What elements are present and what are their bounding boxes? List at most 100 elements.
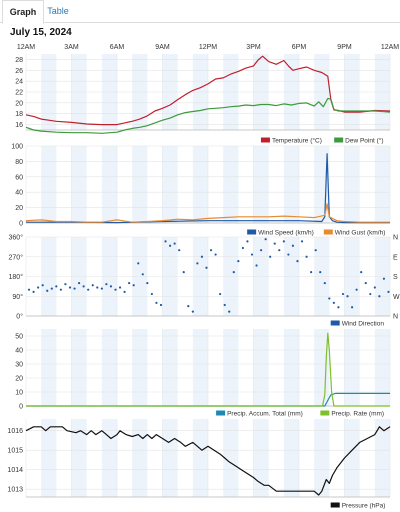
hour-band xyxy=(344,419,360,497)
y-tick-label: 0 xyxy=(19,221,23,228)
hour-band xyxy=(41,329,57,406)
hour-band xyxy=(374,329,390,406)
wind-direction-point xyxy=(237,260,240,263)
wind-direction-point xyxy=(173,242,176,245)
wind-direction-point xyxy=(155,301,158,304)
wind-direction-point xyxy=(337,306,340,309)
y-tick-label: 0 xyxy=(19,404,23,411)
chart-panel-2: 0 20 40 60 80 100 Wind Gust (km/h) Wind Speed (… xyxy=(11,144,391,237)
hour-band xyxy=(101,329,117,406)
hour-band xyxy=(132,146,148,223)
wind-direction-point xyxy=(205,266,208,269)
wind-direction-point xyxy=(141,273,144,276)
wind-direction-point xyxy=(241,246,244,250)
wind-direction-point xyxy=(96,286,99,289)
wind-direction-point xyxy=(200,255,204,258)
wind-direction-point xyxy=(55,285,58,288)
time-label: 12AM xyxy=(17,44,35,51)
wind-direction-point xyxy=(68,286,72,289)
wind-direction-point xyxy=(178,249,181,252)
hour-band xyxy=(253,146,269,223)
y-tick-label: 80 xyxy=(15,159,23,166)
hour-band xyxy=(223,146,239,223)
time-label: 3PM xyxy=(246,44,261,51)
y-tick-label: 16 xyxy=(15,122,23,129)
wind-direction-point xyxy=(59,288,62,291)
y-tick-label: 40 xyxy=(15,348,23,355)
wind-direction-point xyxy=(105,283,108,286)
wind-direction-point xyxy=(264,238,267,241)
y-tick-label: 20 xyxy=(15,100,23,107)
compass-label: E xyxy=(393,254,398,261)
wind-direction-point xyxy=(118,286,122,289)
tab-graph[interactable]: Graph xyxy=(2,0,44,24)
legend-label: Precip. Rate (mm) xyxy=(331,411,384,418)
hour-band xyxy=(162,329,178,406)
legend-label: Wind Direction xyxy=(342,321,385,328)
chart-panel-1: 16 18 20 22 24 26 28 Dew Point (°) Temperature (… xyxy=(15,54,391,145)
wind-direction-point xyxy=(150,292,153,296)
wind-direction-point xyxy=(146,281,149,285)
wind-direction-point xyxy=(87,288,90,291)
hour-band xyxy=(192,419,208,497)
wind-direction-point xyxy=(259,249,263,252)
y-tick-label: 20 xyxy=(15,376,23,383)
tab-table[interactable]: Table xyxy=(47,6,69,16)
series-line xyxy=(26,332,390,407)
wind-direction-point xyxy=(168,244,172,247)
time-label: 9AM xyxy=(155,44,170,51)
y-tick-label: 1016 xyxy=(7,428,23,435)
compass-label: S xyxy=(393,274,398,281)
wind-direction-point xyxy=(300,240,304,243)
legend-label: Temperature (°C) xyxy=(272,137,322,145)
time-label: 6AM xyxy=(110,44,125,51)
legend-label: Wind Gust (km/h) xyxy=(335,230,386,237)
time-label: 12PM xyxy=(199,44,217,51)
wind-direction-point xyxy=(123,290,126,293)
wind-direction-point xyxy=(27,288,31,291)
hour-band xyxy=(71,146,87,223)
compass-label: W xyxy=(393,294,400,301)
hour-band xyxy=(344,329,360,406)
compass-label: N xyxy=(393,314,398,321)
wind-direction-point xyxy=(373,286,376,289)
wind-direction-point xyxy=(128,281,131,285)
hour-band xyxy=(41,419,57,497)
series-line xyxy=(25,97,391,134)
series-line xyxy=(25,55,391,126)
hour-band xyxy=(132,329,148,406)
wind-direction-point xyxy=(341,292,345,296)
wind-direction-point xyxy=(91,284,94,287)
hour-band xyxy=(283,419,299,497)
chart-panel-4: 0 10 20 30 40 50 Precip. Rate (mm) Precip. Accu… xyxy=(15,329,391,418)
wind-direction-point xyxy=(114,288,117,291)
legend-swatch xyxy=(260,137,270,143)
wind-direction-point xyxy=(328,297,331,300)
y-tick-label: 30 xyxy=(15,362,23,369)
legend-swatch xyxy=(330,320,340,326)
hour-band xyxy=(192,329,208,406)
wind-direction-point xyxy=(382,277,386,280)
y-tick-label: 10 xyxy=(15,390,23,397)
wind-direction-point xyxy=(332,301,335,304)
time-label: 6PM xyxy=(292,44,307,51)
legend-swatch xyxy=(216,410,226,416)
y-tick-label: 0° xyxy=(16,313,23,321)
hour-band xyxy=(41,146,57,223)
wind-direction-point xyxy=(182,271,185,274)
y-tick-label: 1013 xyxy=(7,487,23,494)
wind-direction-point xyxy=(32,290,35,293)
y-tick-label: 20 xyxy=(15,205,23,212)
hour-band xyxy=(283,146,299,223)
wind-direction-point xyxy=(246,240,249,243)
y-tick-label: 40 xyxy=(15,190,23,197)
wind-direction-point xyxy=(250,253,254,256)
series-line xyxy=(25,426,391,496)
wind-direction-point xyxy=(360,271,363,274)
wind-direction-point xyxy=(223,303,226,307)
y-tick-label: 22 xyxy=(15,90,23,97)
legend-label: Wind Speed (km/h) xyxy=(258,230,314,237)
wind-direction-point xyxy=(228,310,231,313)
hour-band xyxy=(101,146,117,223)
wind-direction-point xyxy=(219,292,222,296)
